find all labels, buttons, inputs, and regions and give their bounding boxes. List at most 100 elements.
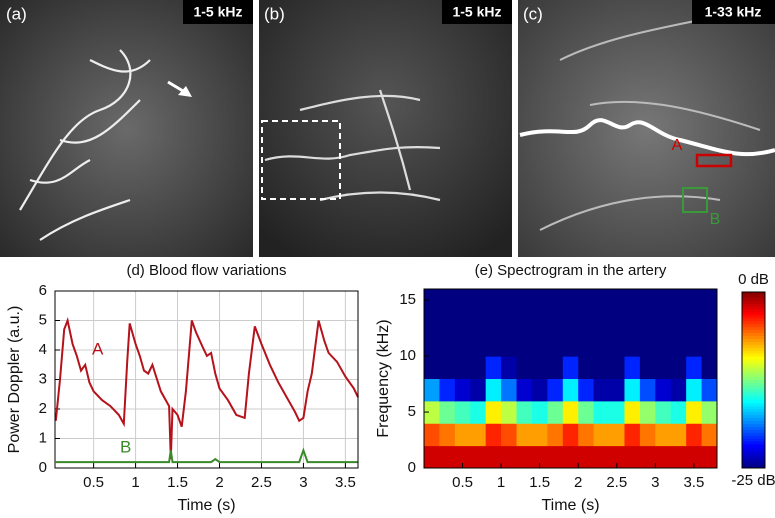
line-series — [55, 447, 358, 464]
y-tick-label: 4 — [39, 341, 47, 358]
colorbar-label: -25 dB — [731, 472, 775, 489]
heatmap-cell — [485, 311, 502, 335]
y-tick-label: 5 — [39, 311, 47, 328]
x-tick-label: 2 — [574, 474, 582, 491]
panel-label: (a) — [6, 4, 27, 23]
colorbar-step — [742, 371, 765, 375]
heatmap-cell — [454, 445, 471, 469]
heatmap-cell — [439, 333, 456, 357]
heatmap-cell — [701, 289, 718, 312]
heatmap-cell — [485, 400, 502, 424]
heatmap-cell — [655, 400, 672, 424]
image-panel-b: (b) 1-5 kHz — [259, 0, 512, 257]
colorbar-step — [742, 435, 765, 440]
heatmap-cell — [686, 378, 703, 402]
heatmap-cell — [501, 356, 518, 379]
heatmap-cell — [670, 333, 687, 357]
heatmap-cell — [701, 423, 718, 447]
heatmap-cell — [686, 423, 703, 447]
heatmap-cell — [578, 423, 595, 447]
heatmap-cell — [424, 423, 440, 447]
heatmap-cell — [609, 333, 625, 357]
heatmap-cell — [470, 311, 487, 335]
x-tick-label: 2.5 — [251, 474, 272, 491]
heatmap-cell — [547, 445, 564, 469]
colorbar-step — [742, 391, 765, 396]
tag-bg — [183, 0, 253, 24]
colorbar-step — [742, 409, 765, 413]
x-tick-label: 1 — [131, 474, 139, 491]
heatmap-cell — [485, 356, 502, 379]
heatmap-cell — [470, 445, 487, 469]
series-label: B — [120, 437, 131, 456]
heatmap-cell — [593, 311, 610, 335]
heatmap-cell — [639, 311, 656, 335]
heatmap-cell — [701, 311, 718, 335]
heatmap-cell — [562, 423, 579, 447]
heatmap-cell — [624, 356, 641, 379]
heatmap-cell — [470, 423, 487, 447]
x-tick-label: 3.5 — [683, 474, 704, 491]
x-tick-label: 1.5 — [167, 474, 188, 491]
heatmap-cell — [485, 333, 502, 357]
heatmap-cell — [609, 289, 625, 312]
heatmap-cell — [562, 289, 579, 312]
heatmap-cell — [655, 289, 672, 312]
heatmap-cell — [686, 400, 703, 424]
colorbar-step — [742, 403, 765, 407]
plot-frame — [54, 290, 359, 469]
colorbar-step — [742, 377, 765, 381]
heatmap-cell — [609, 445, 625, 469]
roi-b-label: B — [710, 211, 721, 228]
heatmap-cell — [531, 333, 548, 357]
heatmap-cell — [562, 445, 579, 469]
vessels — [19, 49, 151, 241]
heatmap-cell — [593, 289, 610, 312]
heatmap-cell — [439, 289, 456, 312]
heatmap-cell — [609, 423, 625, 447]
heatmap-cell — [531, 378, 548, 402]
colorbar-step — [742, 432, 765, 437]
arrow-head — [178, 86, 192, 97]
heatmap-cell — [454, 289, 471, 312]
heatmap-cell — [686, 311, 703, 335]
heatmap-cell — [531, 400, 548, 424]
colorbar-step — [742, 362, 765, 366]
heatmap-cell — [501, 289, 518, 312]
heatmap-cell — [639, 445, 656, 469]
colorbar-step — [742, 447, 765, 451]
line-series — [54, 316, 359, 460]
heatmap-cell — [424, 356, 440, 379]
heatmap-cell — [670, 378, 687, 402]
heatmap-cell — [562, 378, 579, 402]
heatmap-cell — [593, 423, 610, 447]
heatmap-cell — [639, 423, 656, 447]
colorbar-step — [742, 327, 765, 331]
heatmap-cell — [578, 311, 595, 335]
heatmap-cell — [593, 356, 610, 379]
colorbar-step — [742, 347, 765, 352]
roi-box — [261, 120, 341, 200]
heatmap-cell — [454, 311, 471, 335]
colorbar-step — [742, 444, 765, 448]
colorbar-step — [742, 338, 765, 343]
heatmap-cell — [424, 400, 440, 424]
heatmap-cell — [547, 423, 564, 447]
heatmap-cell — [609, 378, 625, 402]
colorbar-step — [742, 380, 765, 384]
heatmap-cell — [609, 356, 625, 379]
heatmap-cell — [578, 333, 595, 357]
heatmap-cell — [531, 356, 548, 379]
image — [0, 0, 253, 257]
y-tick-label: 5 — [408, 403, 416, 420]
heatmap-cell — [439, 423, 456, 447]
colorbar-step — [742, 341, 765, 346]
heatmap-cell — [424, 378, 440, 402]
colorbar-step — [742, 382, 765, 387]
y-axis-label: Frequency (kHz) — [375, 319, 392, 437]
colorbar-step — [742, 394, 765, 399]
colorbar-step — [742, 318, 765, 322]
artery — [519, 118, 775, 157]
heatmap-cell — [578, 378, 595, 402]
